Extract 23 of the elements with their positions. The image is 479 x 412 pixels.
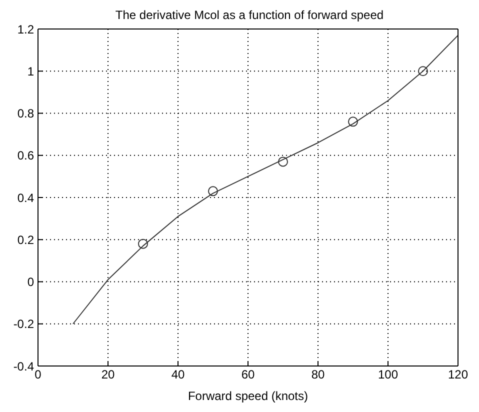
x-tick-label: 100: [378, 368, 398, 382]
x-tick-label: 60: [241, 368, 255, 382]
y-tick-label: -0.4: [13, 359, 34, 374]
chart-title: The derivative Mcol as a function of forward speed: [114, 8, 385, 22]
x-tick-label: 80: [311, 368, 325, 382]
point: [418, 66, 428, 76]
x-axis-title: Forward speed (knots): [188, 389, 308, 403]
y-tick-label: -0.2: [13, 317, 34, 332]
x-tick-label: 20: [101, 368, 115, 382]
y-tick-label: 1: [27, 64, 34, 78]
y-tick-label: 0.8: [17, 106, 34, 121]
y-tick-label: 0.6: [17, 148, 34, 163]
y-tick-label: 0.4: [17, 190, 34, 205]
y-tick-label: 1.2: [17, 22, 34, 36]
x-tick-label: 120: [448, 368, 468, 382]
point: [348, 116, 358, 127]
point: [138, 238, 148, 249]
y-tick-label: 0: [27, 275, 34, 290]
point: [278, 156, 288, 167]
y-tick-label: 0.2: [17, 232, 34, 247]
x-tick-label: 40: [171, 368, 185, 382]
line-series: [72, 34, 458, 324]
point: [208, 186, 218, 196]
